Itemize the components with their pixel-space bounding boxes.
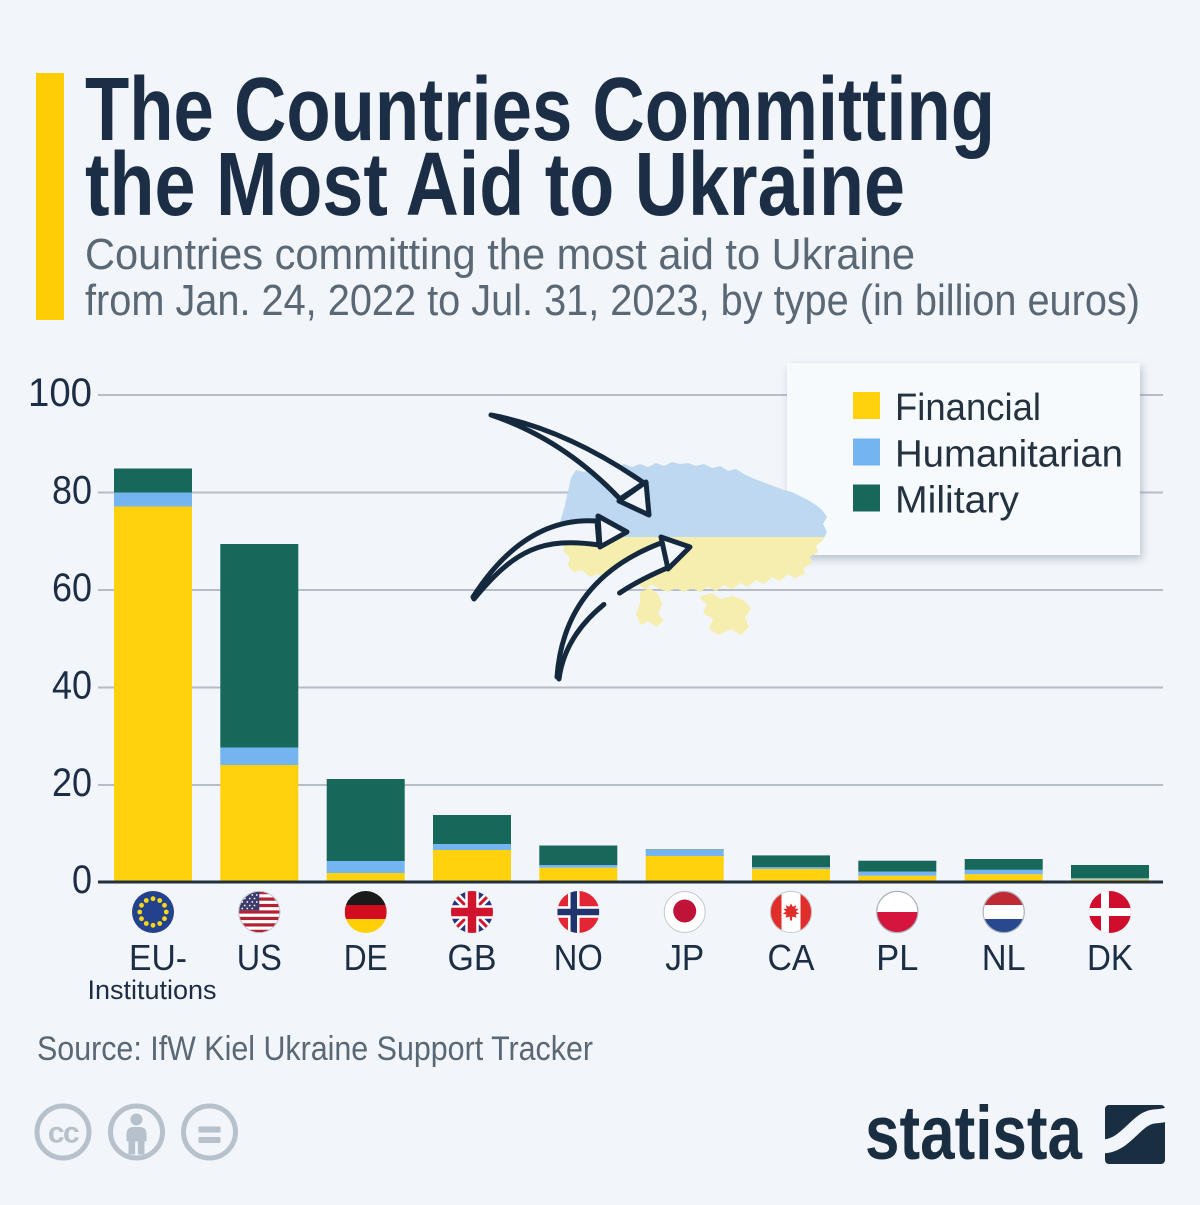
svg-text:40: 40: [52, 664, 92, 708]
svg-text:CA: CA: [768, 937, 815, 978]
svg-text:0: 0: [72, 858, 92, 902]
svg-text:cc: cc: [48, 1117, 79, 1150]
svg-text:DK: DK: [1087, 937, 1133, 978]
svg-text:The Countries Committing: The Countries Committing: [85, 60, 995, 160]
svg-text:100: 100: [28, 371, 92, 415]
svg-text:20: 20: [52, 761, 92, 805]
svg-text:from Jan. 24, 2022 to Jul. 31,: from Jan. 24, 2022 to Jul. 31, 2023, by …: [85, 276, 1140, 325]
svg-text:US: US: [237, 937, 282, 978]
svg-text:80: 80: [52, 469, 92, 513]
svg-text:DE: DE: [344, 937, 388, 978]
svg-text:statista: statista: [865, 1091, 1083, 1176]
svg-text:NO: NO: [554, 937, 603, 978]
svg-text:Countries committing the most: Countries committing the most aid to Ukr…: [85, 230, 915, 279]
svg-text:Military: Military: [895, 480, 1019, 522]
svg-text:EU-: EU-: [129, 937, 187, 978]
svg-text:NL: NL: [982, 937, 1026, 978]
svg-text:60: 60: [52, 566, 92, 610]
svg-text:PL: PL: [876, 937, 918, 978]
svg-text:JP: JP: [665, 937, 704, 978]
svg-text:Institutions: Institutions: [87, 975, 216, 1005]
svg-text:the Most Aid to Ukraine: the Most Aid to Ukraine: [85, 135, 905, 235]
svg-text:GB: GB: [448, 937, 497, 978]
svg-text:Source: IfW Kiel Ukraine Suppo: Source: IfW Kiel Ukraine Support Tracker: [37, 1030, 593, 1068]
svg-text:Humanitarian: Humanitarian: [895, 434, 1123, 476]
svg-text:Financial: Financial: [895, 387, 1041, 429]
